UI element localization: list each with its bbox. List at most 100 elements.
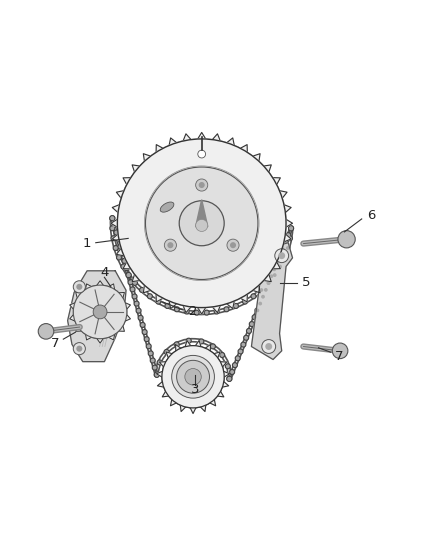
- Circle shape: [199, 339, 204, 344]
- Circle shape: [156, 299, 161, 304]
- Circle shape: [130, 287, 135, 292]
- Circle shape: [148, 295, 151, 297]
- Circle shape: [265, 343, 272, 350]
- Circle shape: [166, 351, 168, 353]
- Circle shape: [199, 182, 205, 188]
- Circle shape: [194, 310, 199, 315]
- Circle shape: [242, 343, 244, 346]
- Circle shape: [249, 322, 254, 326]
- Circle shape: [276, 261, 278, 264]
- Circle shape: [255, 308, 260, 313]
- Circle shape: [121, 264, 126, 269]
- Circle shape: [124, 265, 129, 270]
- Circle shape: [332, 343, 348, 359]
- Circle shape: [244, 335, 248, 340]
- Circle shape: [187, 338, 191, 343]
- Circle shape: [132, 294, 137, 299]
- Circle shape: [289, 226, 293, 231]
- Circle shape: [93, 305, 107, 319]
- Circle shape: [285, 246, 290, 251]
- Circle shape: [205, 310, 209, 315]
- Circle shape: [121, 253, 124, 255]
- Circle shape: [186, 310, 188, 313]
- Polygon shape: [70, 281, 131, 343]
- Circle shape: [114, 247, 117, 249]
- Circle shape: [212, 345, 214, 348]
- Circle shape: [126, 273, 131, 278]
- Circle shape: [139, 317, 142, 319]
- Circle shape: [116, 237, 121, 242]
- Circle shape: [289, 226, 293, 231]
- Circle shape: [283, 240, 288, 244]
- Circle shape: [154, 366, 156, 369]
- Circle shape: [148, 351, 153, 356]
- Circle shape: [224, 307, 229, 312]
- Circle shape: [138, 310, 140, 312]
- Circle shape: [266, 281, 271, 285]
- Circle shape: [149, 352, 152, 354]
- Circle shape: [117, 238, 120, 241]
- Circle shape: [135, 302, 138, 305]
- Circle shape: [134, 301, 139, 306]
- Circle shape: [113, 224, 116, 227]
- Circle shape: [196, 220, 208, 231]
- Circle shape: [252, 295, 254, 297]
- Circle shape: [272, 267, 277, 272]
- Circle shape: [38, 324, 54, 339]
- Circle shape: [128, 280, 133, 285]
- Circle shape: [265, 289, 267, 291]
- Circle shape: [185, 368, 201, 385]
- Circle shape: [76, 345, 82, 352]
- Circle shape: [221, 354, 223, 356]
- Circle shape: [145, 338, 148, 341]
- Circle shape: [227, 376, 232, 381]
- Circle shape: [141, 324, 144, 326]
- Circle shape: [73, 281, 85, 293]
- Circle shape: [184, 309, 189, 314]
- Circle shape: [140, 288, 145, 293]
- Circle shape: [118, 256, 120, 259]
- Circle shape: [286, 247, 289, 249]
- Circle shape: [245, 336, 247, 339]
- Circle shape: [138, 316, 143, 320]
- Circle shape: [262, 340, 276, 353]
- Circle shape: [152, 365, 157, 370]
- Circle shape: [237, 357, 239, 359]
- Circle shape: [282, 255, 287, 260]
- Circle shape: [155, 374, 158, 376]
- Circle shape: [230, 369, 234, 374]
- Circle shape: [270, 275, 272, 277]
- Circle shape: [275, 260, 279, 265]
- Circle shape: [164, 239, 177, 251]
- Circle shape: [279, 265, 281, 268]
- Circle shape: [113, 246, 118, 251]
- Circle shape: [267, 282, 270, 284]
- Circle shape: [152, 359, 154, 362]
- Circle shape: [195, 311, 198, 314]
- Circle shape: [284, 241, 286, 243]
- Circle shape: [172, 356, 215, 398]
- Circle shape: [198, 150, 205, 158]
- Circle shape: [288, 236, 292, 240]
- Circle shape: [238, 349, 243, 354]
- Circle shape: [200, 340, 202, 343]
- Polygon shape: [251, 243, 293, 359]
- Circle shape: [176, 308, 178, 310]
- Circle shape: [110, 226, 115, 231]
- Circle shape: [278, 264, 283, 269]
- Circle shape: [122, 259, 127, 263]
- Circle shape: [111, 217, 113, 220]
- Circle shape: [273, 274, 276, 276]
- Circle shape: [150, 358, 155, 363]
- Circle shape: [174, 342, 179, 347]
- Circle shape: [277, 253, 282, 258]
- Circle shape: [241, 342, 246, 347]
- Circle shape: [283, 256, 286, 259]
- Circle shape: [220, 353, 225, 358]
- Circle shape: [145, 167, 258, 279]
- Circle shape: [280, 246, 285, 251]
- Circle shape: [289, 237, 291, 239]
- Circle shape: [73, 343, 85, 355]
- Circle shape: [133, 280, 138, 285]
- Circle shape: [112, 237, 115, 239]
